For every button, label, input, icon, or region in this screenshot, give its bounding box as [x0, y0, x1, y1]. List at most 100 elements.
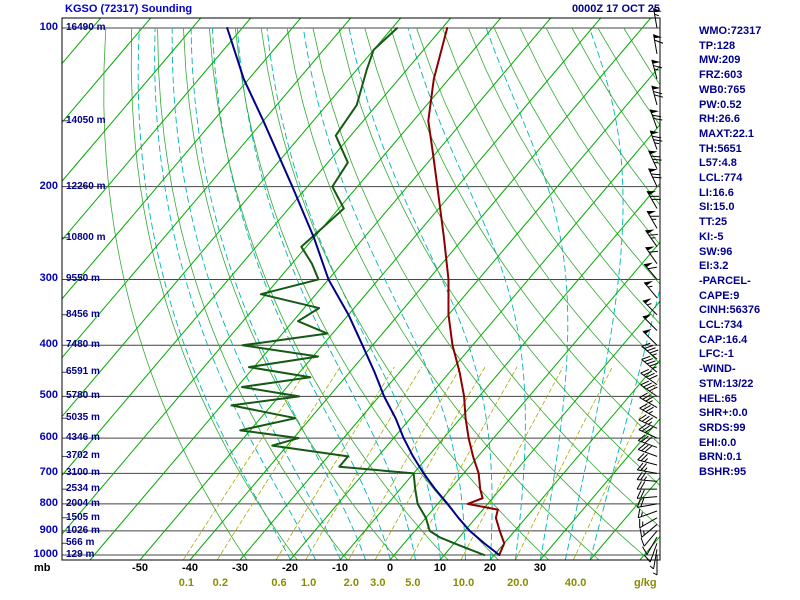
wind-barb: [637, 434, 658, 448]
pressure-label: 800: [39, 496, 58, 509]
wind-barb: [649, 109, 663, 129]
mixing-ratio-label: 0.6: [271, 577, 287, 589]
pressure-label: 400: [39, 338, 58, 351]
pressure-label: 1000: [33, 548, 58, 560]
height-label: 9550 m: [66, 273, 100, 285]
temp-label: 30: [533, 562, 547, 574]
height-label: 5035 m: [66, 412, 100, 424]
index-line: PW:0.52: [699, 98, 742, 111]
wind-barb: [638, 424, 658, 439]
wind-barb: [653, 34, 664, 55]
index-line: LI:16.6: [699, 186, 734, 199]
trace-parcel: [226, 27, 501, 556]
index-line: BRN:0.1: [699, 451, 742, 464]
wind-barb: [646, 210, 659, 229]
wind-barb: [639, 403, 658, 419]
wind-barb: [641, 342, 659, 360]
wind-barb: [641, 355, 659, 373]
wind-barb-column: [636, 8, 664, 576]
pressure-label: 700: [39, 466, 58, 479]
height-label: 10800 m: [66, 231, 106, 243]
wind-barb: [637, 443, 658, 457]
pressure-label: 600: [39, 431, 58, 444]
temp-label: 0: [386, 562, 394, 574]
wind-barb: [645, 229, 658, 247]
plot-frame: [61, 17, 661, 561]
height-label: 4346 m: [66, 432, 100, 444]
mixing-ratio-label: 20.0: [507, 577, 529, 589]
index-line: LFC:-1: [699, 348, 734, 361]
index-line: LCL:774: [699, 172, 743, 185]
index-line: EHI:0.0: [699, 436, 737, 449]
wind-barb: [637, 453, 658, 466]
temp-label: -50: [132, 562, 148, 574]
wind-barb: [639, 517, 658, 529]
index-line: -PARCEL-: [699, 274, 751, 287]
index-line: HEL:65: [699, 392, 737, 405]
index-line: -WIND-: [699, 363, 736, 376]
index-line: TT:25: [699, 216, 728, 229]
index-line: SRDS:99: [699, 421, 746, 434]
height-label: 129 m: [66, 549, 95, 560]
wind-barb: [653, 8, 662, 29]
height-label: 8456 m: [66, 308, 100, 320]
wind-barb: [642, 328, 658, 346]
mixing-ratio-label: 10.0: [452, 577, 475, 589]
mixing-ratio-label: 5.0: [405, 577, 421, 589]
wind-barb: [639, 524, 658, 538]
height-label: 6591 m: [66, 366, 100, 378]
wind-barb: [642, 314, 658, 331]
wind-barb: [652, 555, 658, 576]
mixing-ratio-label: 3.0: [370, 577, 386, 589]
index-line: KI:-5: [699, 230, 724, 243]
height-label: 3100 m: [66, 467, 100, 479]
wind-barb: [643, 280, 658, 299]
wind-barb: [636, 462, 658, 474]
pressure-unit-label: mb: [34, 562, 51, 574]
index-line: CAP:16.4: [699, 333, 748, 346]
mixing-ratio-label: 40.0: [564, 577, 587, 589]
height-label: 12260 m: [66, 180, 106, 192]
wind-barb: [636, 471, 658, 482]
wind-barb: [639, 392, 658, 408]
index-line: EI:3.2: [699, 260, 729, 273]
temp-label: -10: [332, 562, 348, 574]
height-label: 1505 m: [66, 511, 100, 523]
sounding-datetime: 0000Z 17 OCT 25: [571, 3, 660, 15]
mixing-ratio-label: 1.0: [300, 577, 317, 589]
index-line: SW:96: [699, 245, 733, 258]
pressure-label: 100: [39, 21, 58, 33]
index-line: SI:15.0: [699, 201, 735, 214]
indices-panel: WMO:72317 TP:128 MW:209 FRZ:603 WB0:765 PW:0.…: [699, 24, 799, 480]
index-line: LCL:734: [699, 319, 743, 332]
wind-barb: [648, 150, 662, 170]
mixing-ratio-label: 0.2: [212, 577, 228, 589]
wind-barb: [646, 190, 661, 209]
mixing-ratio-unit-label: g/kg: [634, 577, 657, 589]
wind-barb: [643, 262, 658, 280]
trace-dewpoint: [230, 27, 486, 556]
height-label: 5780 m: [66, 390, 100, 402]
index-line: TP:128: [699, 39, 736, 52]
temp-label: -30: [232, 562, 248, 574]
pressure-label: 900: [39, 523, 58, 536]
wind-barb: [645, 246, 658, 264]
temp-label: 20: [483, 562, 497, 574]
index-line: RH:26.6: [699, 113, 740, 126]
sounding-title: KGSO (72317) Sounding: [65, 3, 193, 15]
index-line: MAXT:22.1: [699, 127, 755, 140]
background-grid: [62, 18, 660, 560]
height-label: 3702 m: [66, 450, 100, 462]
height-label: 14050 m: [66, 114, 106, 126]
index-line: MW:209: [699, 54, 741, 67]
pressure-label: 300: [39, 272, 58, 285]
index-line: TH:5651: [699, 142, 742, 155]
mixing-ratio-label: 2.0: [343, 577, 359, 589]
height-label: 2534 m: [66, 483, 100, 495]
mixing-ratio-label: 0.1: [178, 577, 194, 589]
wind-barb: [640, 380, 658, 397]
wind-barb: [636, 489, 658, 499]
index-line: WMO:72317: [699, 25, 762, 37]
